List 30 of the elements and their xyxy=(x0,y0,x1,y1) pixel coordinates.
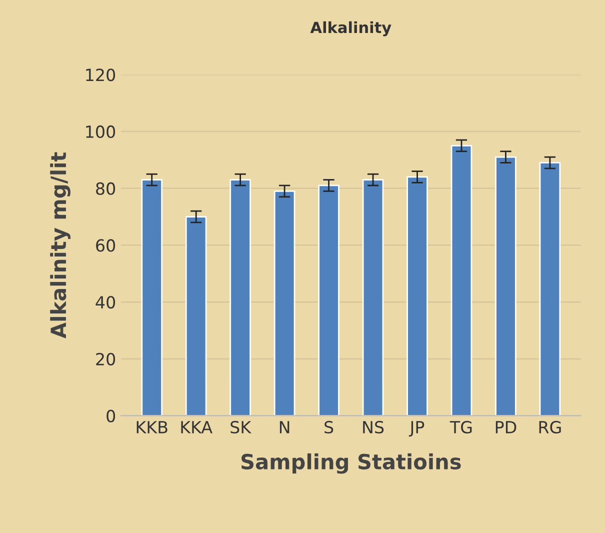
y-tick-label: 120 xyxy=(86,68,116,82)
x-tick-label: KKB xyxy=(136,421,168,434)
bar xyxy=(495,156,516,416)
x-axis-title: Sampling Statioins xyxy=(242,453,461,474)
bar xyxy=(362,179,384,416)
x-tick-label: N xyxy=(280,421,290,434)
y-tick-label: 60 xyxy=(96,239,116,252)
x-tick-label: TG xyxy=(450,420,472,434)
x-tick-label: KKA xyxy=(181,421,212,434)
y-tick-label: 80 xyxy=(96,182,116,195)
x-tick-label: PD xyxy=(496,421,516,434)
bar xyxy=(539,162,561,416)
bar xyxy=(406,176,428,416)
x-tick-label: S xyxy=(324,420,334,434)
bar xyxy=(141,179,162,416)
bar xyxy=(274,190,296,416)
x-tick-label: JP xyxy=(408,421,424,437)
y-tick-label: 20 xyxy=(96,352,116,366)
bar xyxy=(230,179,251,416)
chart-title: Alkalinity xyxy=(310,21,392,36)
y-tick-label: 40 xyxy=(96,296,116,309)
x-tick-label: RG xyxy=(539,420,561,434)
bar xyxy=(318,184,340,416)
x-tick-label: NS xyxy=(363,420,384,434)
x-tick-label: SK xyxy=(230,420,252,434)
bar xyxy=(450,144,472,416)
y-tick-label: 100 xyxy=(86,125,116,138)
y-axis-title: Alkalinity mg/lit xyxy=(50,152,70,338)
y-tick-label: 0 xyxy=(106,410,116,422)
bar xyxy=(185,216,207,416)
